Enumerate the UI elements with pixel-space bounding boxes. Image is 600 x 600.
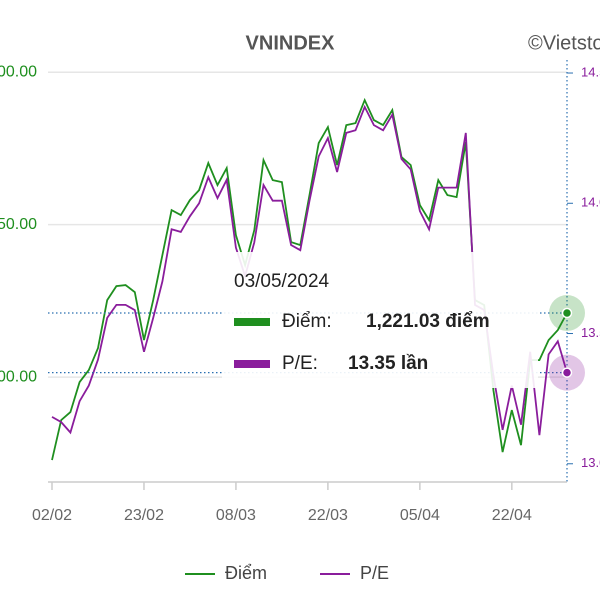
y-tick-label: 1,200.00	[0, 368, 37, 385]
y2-tick-label: 13.00	[581, 455, 600, 470]
hover-point	[561, 367, 573, 378]
x-tick-label: 22/03	[308, 507, 348, 524]
x-tick-label: 02/02	[32, 507, 72, 524]
y-tick-label: 1,300.00	[0, 63, 37, 80]
tooltip: 03/05/2024 Điểm: 1,221.03 điểm P/E: 13.35 lầ…	[222, 252, 538, 388]
tooltip-value: 1,221.03 điểm	[366, 311, 490, 332]
y2-tick-label: 13.50	[581, 325, 600, 340]
chart-title: VNINDEX	[246, 32, 336, 54]
tooltip-swatch	[234, 318, 270, 326]
x-tick-label: 22/04	[492, 507, 532, 524]
tooltip-label: P/E:	[282, 353, 318, 374]
tooltip-label: Điểm:	[282, 311, 332, 332]
x-tick-label: 23/02	[124, 507, 164, 524]
tooltip-value: 13.35 lần	[348, 353, 428, 374]
watermark: ©Vietstock	[528, 32, 600, 54]
tooltip-swatch	[234, 360, 270, 368]
y2-tick-label: 14.50	[581, 64, 600, 79]
x-tick-label: 05/04	[400, 507, 440, 524]
tooltip-title: 03/05/2024	[234, 271, 330, 292]
legend-label: Điểm	[225, 563, 267, 583]
y-tick-label: 1,250.00	[0, 216, 37, 233]
x-tick-label: 08/03	[216, 507, 256, 524]
legend-label: P/E	[360, 563, 389, 583]
tooltip-box	[222, 252, 538, 388]
hover-point	[561, 307, 573, 319]
y2-tick-label: 14.00	[581, 195, 600, 210]
